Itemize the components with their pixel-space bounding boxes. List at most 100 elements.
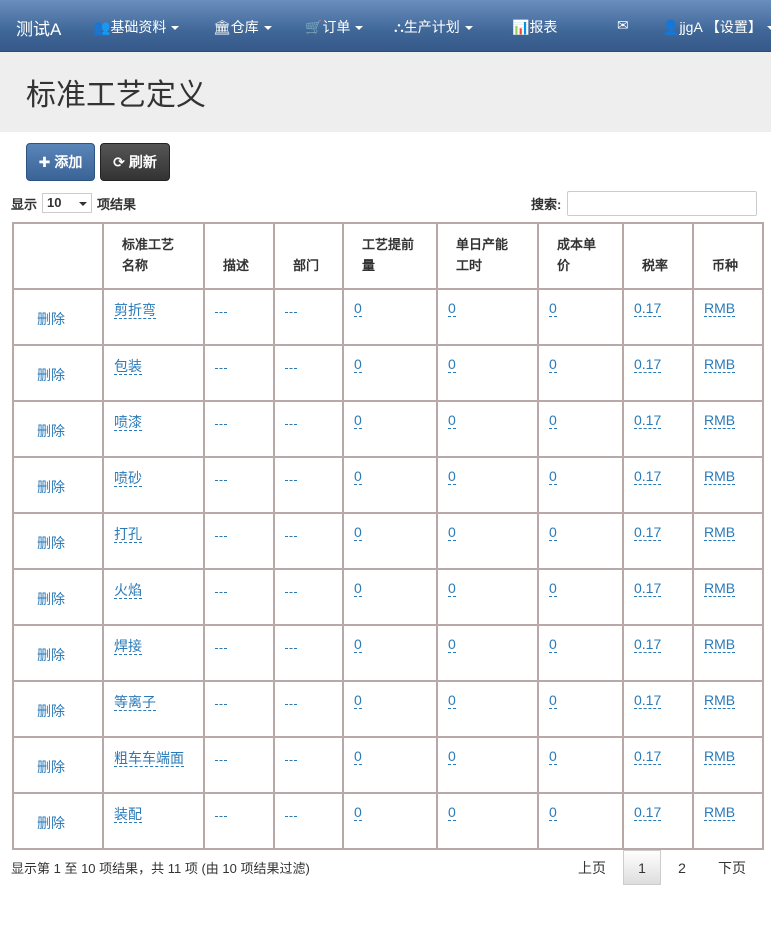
hours-editable[interactable]: 0 — [448, 804, 456, 821]
lead-editable[interactable]: 0 — [354, 748, 362, 765]
empty-editable[interactable] — [215, 813, 227, 817]
empty-editable[interactable] — [215, 309, 227, 313]
delete-link[interactable]: 删除 — [37, 759, 65, 775]
nav-item-orders[interactable]: 🛒订单 — [305, 17, 364, 37]
nav-item-plan[interactable]: ⛬生产计划 — [394, 17, 473, 37]
name-editable[interactable]: 喷砂 — [114, 470, 142, 487]
empty-editable[interactable] — [285, 309, 297, 313]
name-header[interactable]: 标准工艺名称 — [102, 222, 205, 290]
empty-editable[interactable] — [215, 589, 227, 593]
empty-editable[interactable] — [215, 421, 227, 425]
name-editable[interactable]: 火焰 — [114, 582, 142, 599]
cost-editable[interactable]: 0 — [549, 524, 557, 541]
empty-editable[interactable] — [215, 701, 227, 705]
tax-editable[interactable]: 0.17 — [634, 804, 662, 821]
lead-editable[interactable]: 0 — [354, 412, 362, 429]
tax-editable[interactable]: 0.17 — [634, 468, 662, 485]
cost-editable[interactable]: 0 — [549, 300, 557, 317]
next-page-button[interactable]: 下页 — [718, 859, 746, 876]
nav-item-warehouse[interactable]: 🏛仓库 — [213, 17, 272, 37]
name-editable[interactable]: 等离子 — [114, 694, 156, 711]
name-editable[interactable]: 包装 — [114, 358, 142, 375]
prev-page-button[interactable]: 上页 — [578, 859, 606, 876]
tax-editable[interactable]: 0.17 — [634, 636, 662, 653]
cost-editable[interactable]: 0 — [549, 412, 557, 429]
dept-header[interactable]: 部门 — [273, 222, 344, 290]
hours-editable[interactable]: 0 — [448, 692, 456, 709]
name-editable[interactable]: 粗车车端面 — [114, 750, 184, 767]
name-editable[interactable]: 剪折弯 — [114, 302, 156, 319]
lead-editable[interactable]: 0 — [354, 468, 362, 485]
desc-header[interactable]: 描述 — [203, 222, 275, 290]
cost-editable[interactable]: 0 — [549, 692, 557, 709]
user-menu[interactable]: 👤jjgA 【设置】 — [662, 17, 771, 37]
hours-editable[interactable]: 0 — [448, 300, 456, 317]
hours-editable[interactable]: 0 — [448, 412, 456, 429]
delete-link[interactable]: 删除 — [37, 535, 65, 551]
hours-editable[interactable]: 0 — [448, 636, 456, 653]
brand[interactable]: 测试A — [16, 20, 62, 39]
cost-editable[interactable]: 0 — [549, 636, 557, 653]
refresh-button[interactable]: ⟳ 刷新 — [100, 143, 170, 181]
action-header[interactable] — [12, 222, 104, 290]
lead-editable[interactable]: 0 — [354, 524, 362, 541]
tax-editable[interactable]: 0.17 — [634, 748, 662, 765]
empty-editable[interactable] — [285, 589, 297, 593]
hours-header[interactable]: 单日产能工时 — [436, 222, 539, 290]
hours-editable[interactable]: 0 — [448, 468, 456, 485]
cost-header[interactable]: 成本单价 — [537, 222, 624, 290]
delete-link[interactable]: 删除 — [37, 591, 65, 607]
cost-editable[interactable]: 0 — [549, 468, 557, 485]
delete-link[interactable]: 删除 — [37, 815, 65, 831]
currency-editable[interactable]: RMB — [704, 524, 736, 541]
delete-link[interactable]: 删除 — [37, 647, 65, 663]
empty-editable[interactable] — [215, 365, 227, 369]
lead-editable[interactable]: 0 — [354, 692, 362, 709]
cost-editable[interactable]: 0 — [549, 580, 557, 597]
currency-editable[interactable]: RMB — [704, 468, 736, 485]
empty-editable[interactable] — [215, 645, 227, 649]
empty-editable[interactable] — [285, 477, 297, 481]
page-1-button[interactable]: 1 — [623, 850, 661, 885]
hours-editable[interactable]: 0 — [448, 580, 456, 597]
name-editable[interactable]: 打孔 — [114, 526, 142, 543]
name-editable[interactable]: 装配 — [114, 806, 142, 823]
tax-editable[interactable]: 0.17 — [634, 524, 662, 541]
currency-editable[interactable]: RMB — [704, 748, 736, 765]
tax-editable[interactable]: 0.17 — [634, 692, 662, 709]
add-button[interactable]: ✚ 添加 — [26, 143, 95, 181]
tax-editable[interactable]: 0.17 — [634, 356, 662, 373]
delete-link[interactable]: 删除 — [37, 423, 65, 439]
empty-editable[interactable] — [285, 645, 297, 649]
empty-editable[interactable] — [285, 813, 297, 817]
nav-item-basic[interactable]: 👥基础资料 — [93, 17, 180, 37]
hours-editable[interactable]: 0 — [448, 356, 456, 373]
empty-editable[interactable] — [285, 533, 297, 537]
currency-editable[interactable]: RMB — [704, 412, 736, 429]
page-2-button[interactable]: 2 — [678, 859, 686, 876]
currency-editable[interactable]: RMB — [704, 300, 736, 317]
hours-editable[interactable]: 0 — [448, 524, 456, 541]
delete-link[interactable]: 删除 — [37, 479, 65, 495]
tax-editable[interactable]: 0.17 — [634, 300, 662, 317]
tax-editable[interactable]: 0.17 — [634, 580, 662, 597]
name-editable[interactable]: 喷漆 — [114, 414, 142, 431]
tax-editable[interactable]: 0.17 — [634, 412, 662, 429]
empty-editable[interactable] — [285, 701, 297, 705]
delete-link[interactable]: 删除 — [37, 311, 65, 327]
name-editable[interactable]: 焊接 — [114, 638, 142, 655]
currency-editable[interactable]: RMB — [704, 692, 736, 709]
currency-header[interactable]: 币种 — [692, 222, 764, 290]
empty-editable[interactable] — [285, 757, 297, 761]
nav-item-reports[interactable]: 📊报表 — [512, 17, 557, 37]
lead-editable[interactable]: 0 — [354, 356, 362, 373]
delete-link[interactable]: 删除 — [37, 703, 65, 719]
lead-editable[interactable]: 0 — [354, 300, 362, 317]
lead-editable[interactable]: 0 — [354, 636, 362, 653]
currency-editable[interactable]: RMB — [704, 356, 736, 373]
cost-editable[interactable]: 0 — [549, 804, 557, 821]
cost-editable[interactable]: 0 — [549, 748, 557, 765]
cost-editable[interactable]: 0 — [549, 356, 557, 373]
empty-editable[interactable] — [215, 757, 227, 761]
envelope-icon[interactable]: ✉ — [617, 17, 629, 33]
